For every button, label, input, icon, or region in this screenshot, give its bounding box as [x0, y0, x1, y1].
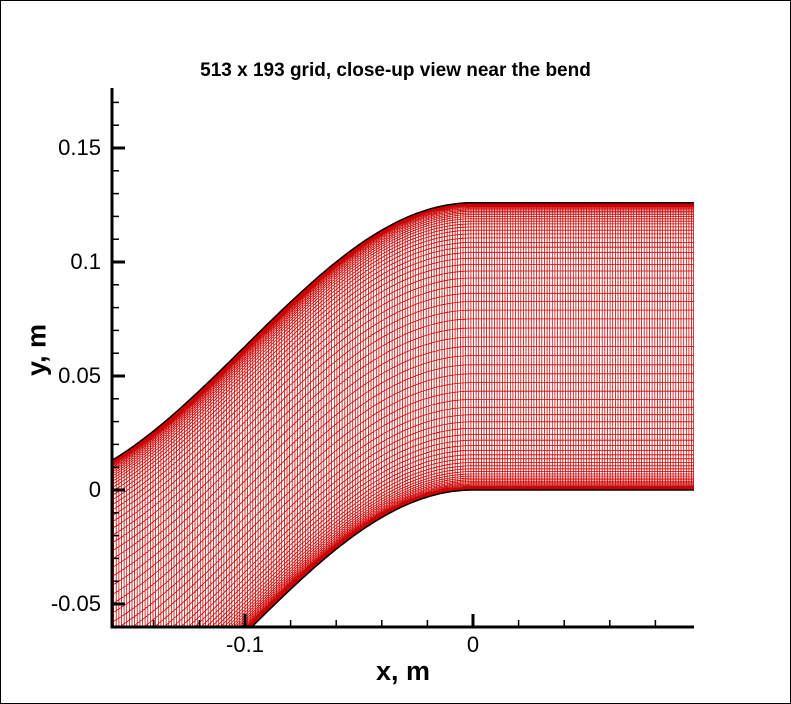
lower-wall — [250, 489, 694, 627]
y-tick-label: -0.05 — [50, 591, 101, 616]
y-tick-label: 0.05 — [58, 363, 101, 388]
y-axis-label: y, m — [21, 323, 52, 377]
mesh-grid — [112, 201, 694, 627]
x-tick-label: -0.1 — [226, 632, 264, 657]
y-tick-label: 0 — [88, 477, 101, 502]
upper-wall — [112, 201, 694, 462]
x-tick-label: 0 — [466, 632, 480, 657]
y-tick-label: 0.1 — [70, 249, 101, 274]
y-tick-label: 0.15 — [58, 135, 101, 160]
axes — [110, 88, 694, 629]
x-axis-label: x, m — [375, 656, 431, 686]
chart-title: 513 x 193 grid, close-up view near the b… — [200, 60, 591, 81]
